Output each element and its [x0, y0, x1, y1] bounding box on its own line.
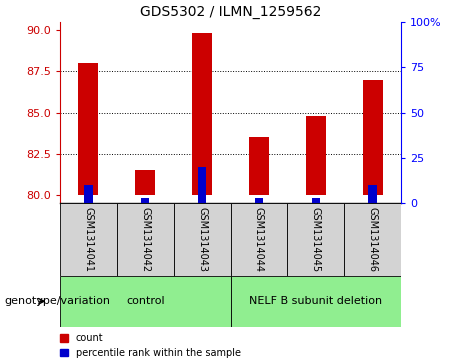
Bar [60, 276, 230, 327]
Legend: count, percentile rank within the sample: count, percentile rank within the sample [60, 333, 241, 358]
Bar [344, 203, 401, 276]
Text: GSM1314041: GSM1314041 [83, 207, 94, 272]
Bar [230, 203, 287, 276]
Bar [84, 185, 93, 203]
Text: GSM1314042: GSM1314042 [140, 207, 150, 272]
Bar [363, 79, 383, 195]
Bar [306, 116, 326, 195]
Text: GSM1314045: GSM1314045 [311, 207, 321, 272]
Bar [198, 167, 207, 203]
Text: control: control [126, 296, 165, 306]
Text: genotype/variation: genotype/variation [5, 296, 111, 306]
Bar [135, 170, 155, 195]
Bar [174, 203, 230, 276]
Bar [368, 185, 377, 203]
Bar [78, 63, 98, 195]
Bar [117, 203, 174, 276]
Text: NELF B subunit deletion: NELF B subunit deletion [249, 296, 382, 306]
Text: GSM1314044: GSM1314044 [254, 207, 264, 272]
Bar [230, 276, 401, 327]
Bar [287, 203, 344, 276]
Bar [141, 198, 149, 203]
Text: GSM1314043: GSM1314043 [197, 207, 207, 272]
Text: GSM1314046: GSM1314046 [367, 207, 378, 272]
Bar [60, 203, 117, 276]
Title: GDS5302 / ILMN_1259562: GDS5302 / ILMN_1259562 [140, 5, 321, 19]
Bar [249, 137, 269, 195]
Bar [254, 198, 263, 203]
Bar [312, 198, 320, 203]
Bar [192, 33, 212, 195]
